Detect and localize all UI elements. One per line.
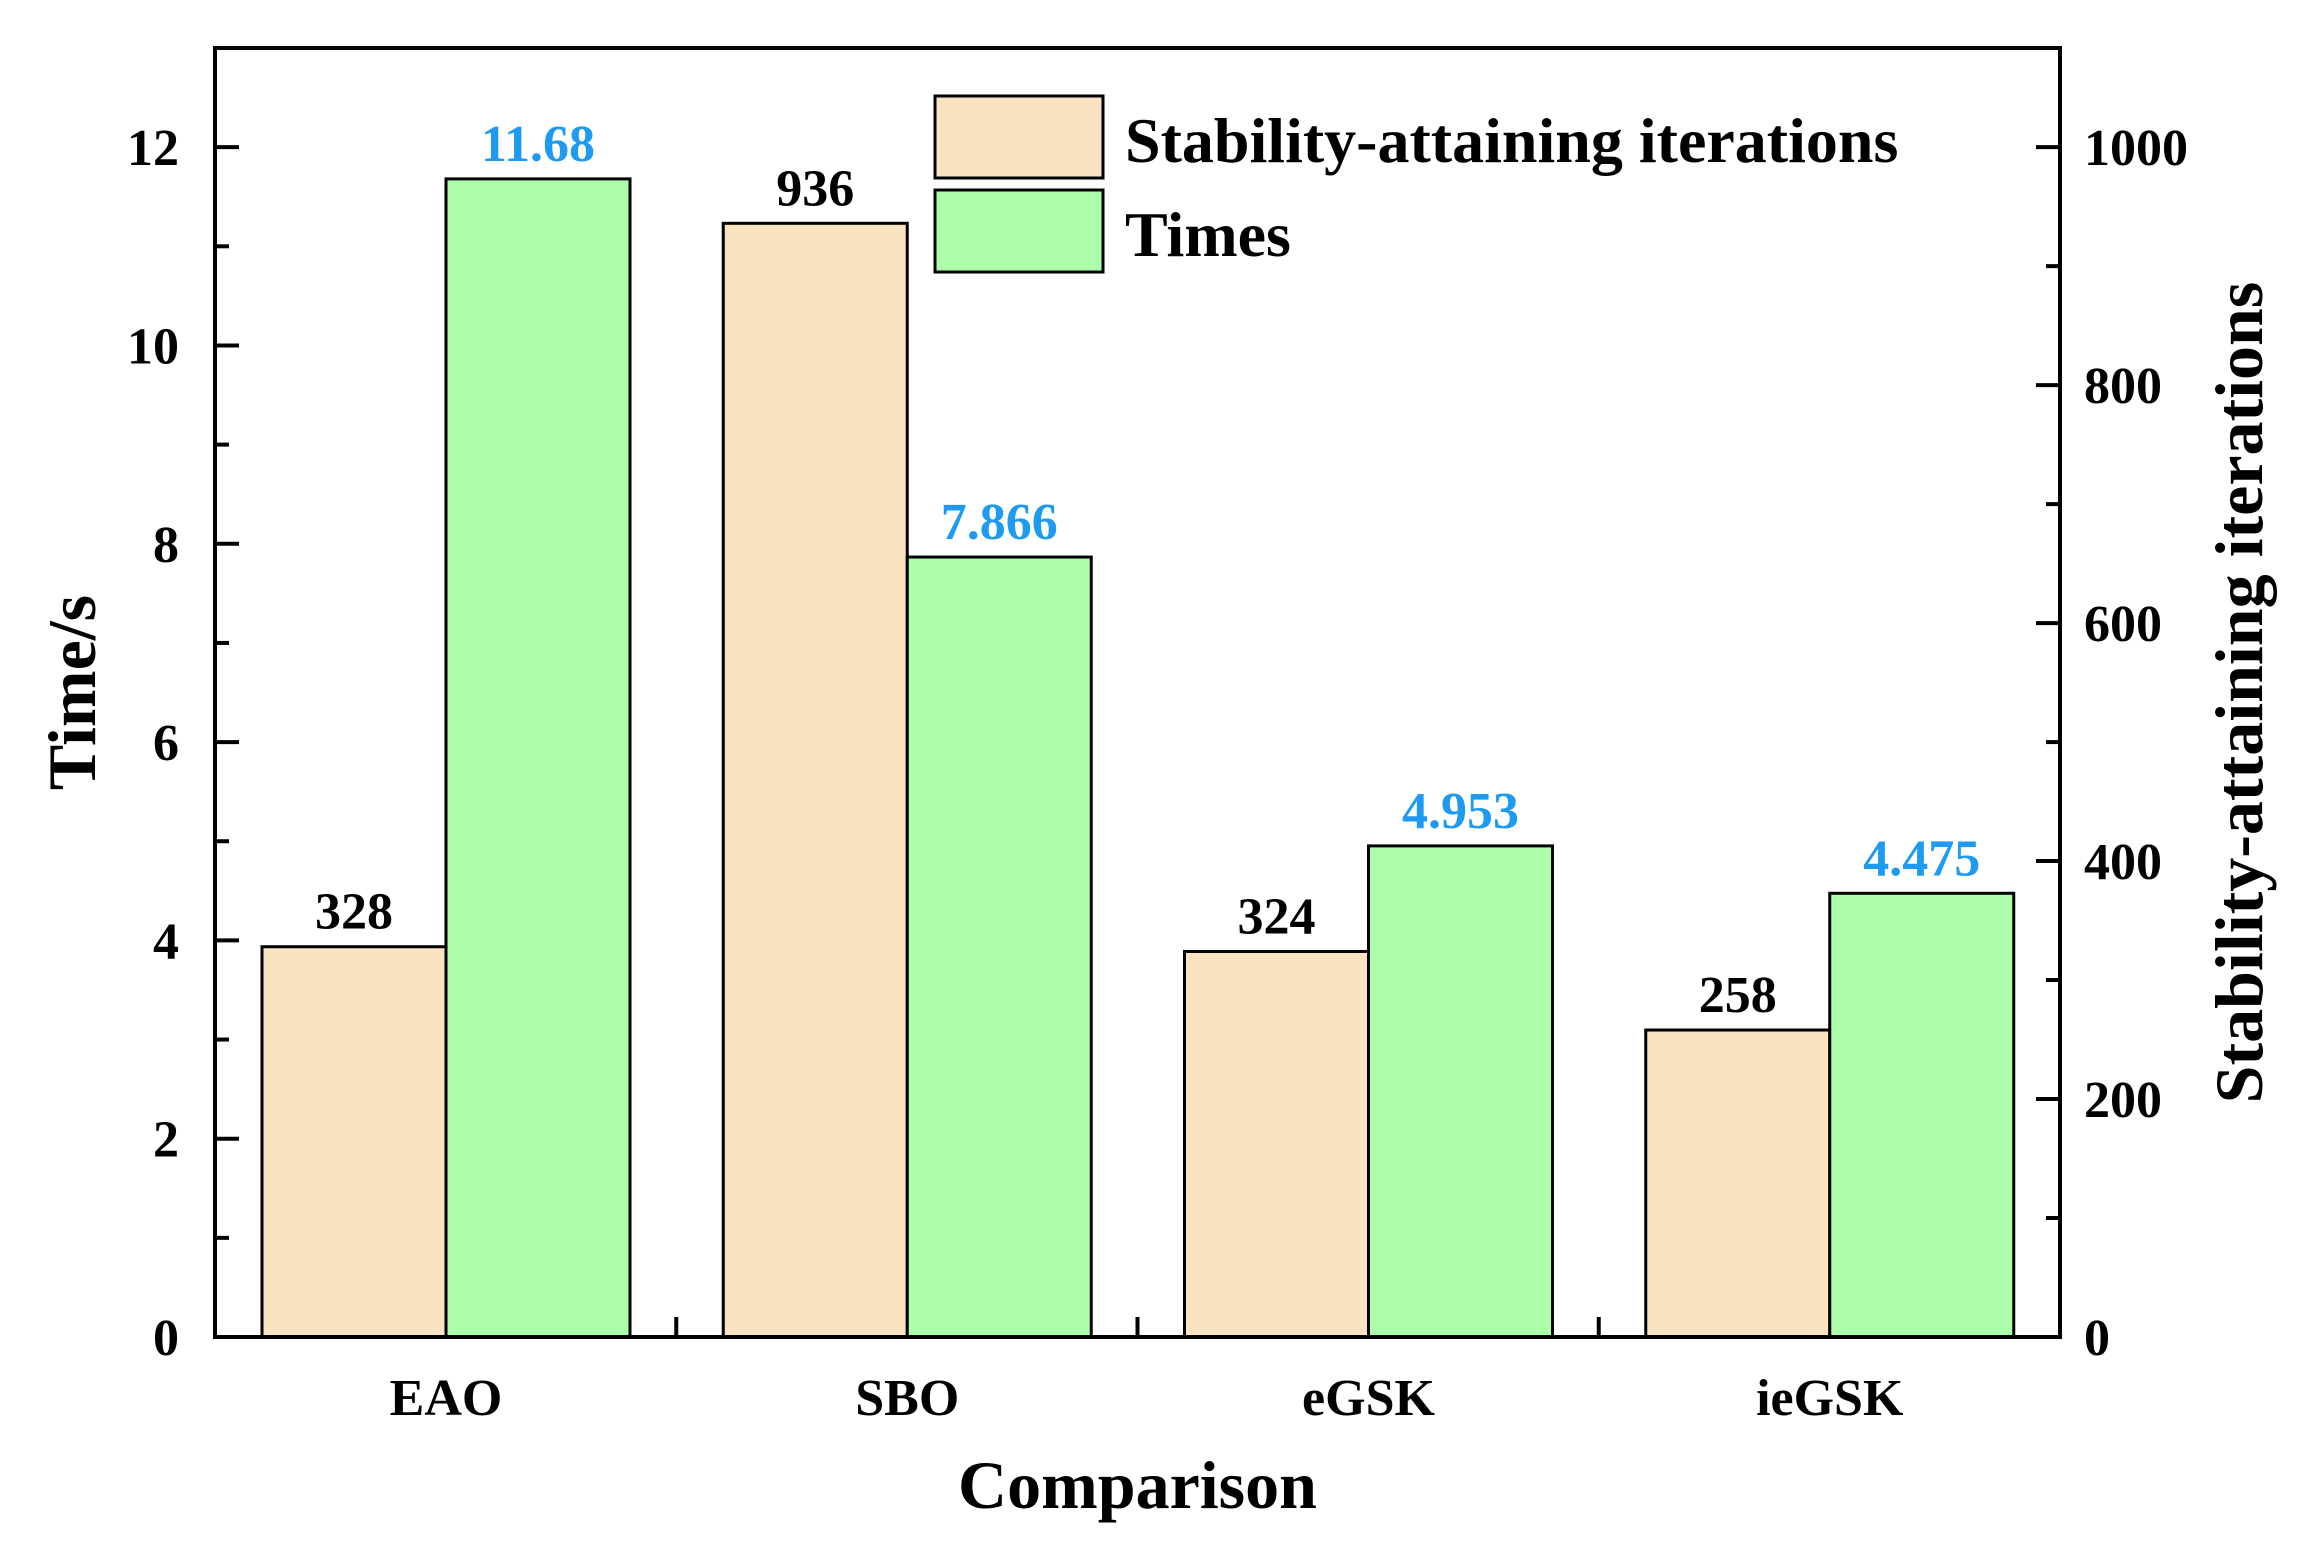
- x-tick-label-sbo: SBO: [855, 1370, 959, 1427]
- right-axis-title: Stability-attaining iterations: [2201, 282, 2277, 1104]
- data-label-times-egsk: 4.953: [1402, 783, 1519, 840]
- legend-swatch-iterations: [933, 94, 1105, 180]
- bar-iterations-iegsk: [1644, 1028, 1832, 1339]
- bar-iterations-egsk: [1183, 949, 1370, 1339]
- left-tick-label: 12: [127, 120, 179, 177]
- left-tick-label: 2: [153, 1112, 179, 1169]
- right-tick-label: 0: [2084, 1310, 2110, 1367]
- x-axis-title: Comparison: [958, 1447, 1317, 1523]
- right-tick-label: 600: [2084, 596, 2162, 653]
- left-tick-label: 0: [153, 1310, 179, 1367]
- left-axis-ticks: 0 2 4 6 8 10 12: [127, 120, 239, 1367]
- legend-label-iterations: Stability-attaining iterations: [1125, 105, 1898, 176]
- data-label-iterations-sbo: 936: [776, 160, 854, 217]
- data-label-times-sbo: 7.866: [941, 494, 1058, 551]
- x-axis-ticks: EAO SBO eGSK ieGSK: [213, 1317, 2062, 1427]
- bar-times-eao: [444, 177, 632, 1339]
- legend-swatch-times: [933, 188, 1105, 274]
- right-tick-label: 400: [2084, 834, 2162, 891]
- x-tick-label-egsk: eGSK: [1302, 1370, 1435, 1427]
- data-label-iterations-iegsk: 258: [1699, 967, 1777, 1024]
- left-tick-label: 4: [153, 913, 179, 970]
- bar-times-egsk: [1367, 844, 1554, 1339]
- left-axis-title: Time/s: [34, 595, 110, 790]
- right-axis-ticks: 0 200 400 600 800 1000: [2036, 120, 2188, 1367]
- right-tick-label: 1000: [2084, 120, 2188, 177]
- bar-value-labels: 328 11.68 936 7.866 324 4.953 258 4.475: [315, 116, 1980, 1024]
- data-label-times-eao: 11.68: [481, 116, 595, 173]
- bars-group: [260, 177, 2016, 1339]
- left-tick-label: 6: [153, 715, 179, 772]
- left-tick-label: 10: [127, 318, 179, 375]
- legend-label-times: Times: [1125, 199, 1291, 270]
- right-tick-label: 800: [2084, 358, 2162, 415]
- data-label-times-iegsk: 4.475: [1863, 830, 1980, 887]
- x-tick-label-eao: EAO: [390, 1370, 503, 1427]
- bar-times-iegsk: [1828, 891, 2016, 1339]
- right-tick-label: 200: [2084, 1072, 2162, 1129]
- data-label-iterations-egsk: 324: [1238, 888, 1316, 945]
- bar-iterations-sbo: [721, 221, 909, 1339]
- bar-iterations-eao: [260, 945, 448, 1339]
- x-tick-label-iegsk: ieGSK: [1756, 1370, 1904, 1427]
- left-tick-label: 8: [153, 517, 179, 574]
- bar-times-sbo: [905, 555, 1093, 1339]
- legend: Stability-attaining iterations Times: [933, 94, 1898, 274]
- data-label-iterations-eao: 328: [315, 884, 393, 941]
